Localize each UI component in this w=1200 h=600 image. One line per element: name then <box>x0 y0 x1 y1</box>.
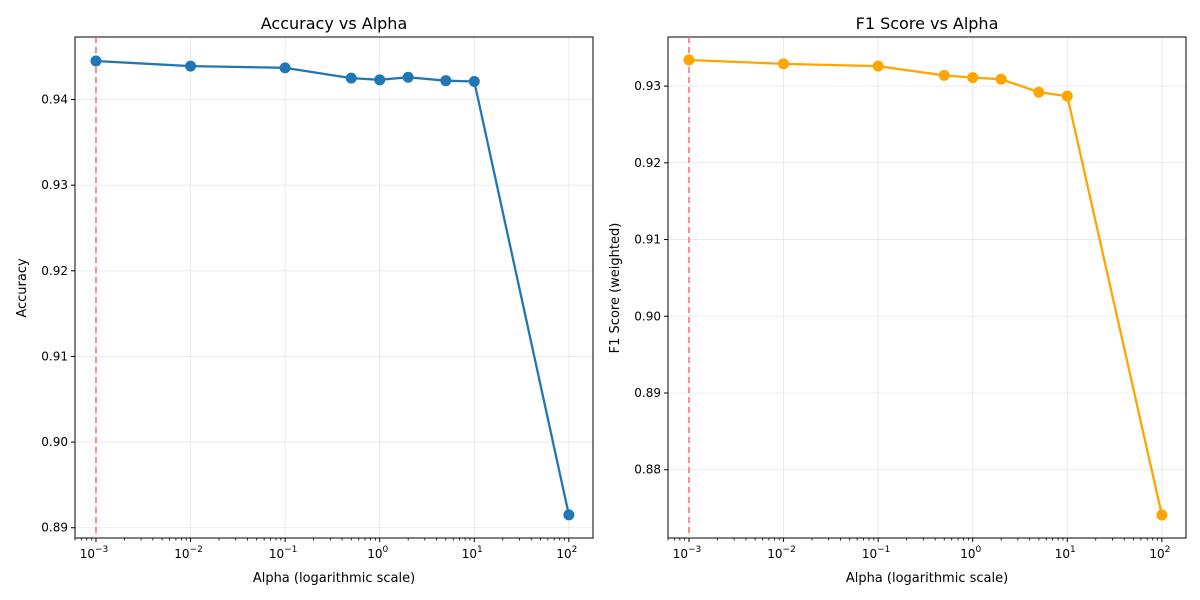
f1-data-point-7 <box>1061 90 1073 102</box>
f1-y-tick-label-5: 0.93 <box>634 79 661 93</box>
f1-x-tick-label-4: 101 <box>1055 545 1076 561</box>
f1-x-tick-label-1: 10−2 <box>767 545 796 561</box>
f1-data-point-0 <box>683 54 695 66</box>
accuracy-series-line <box>95 59 570 516</box>
accuracy-x-tick-label-5: 102 <box>556 545 577 561</box>
accuracy-x-tick-label-3: 100 <box>367 545 388 561</box>
accuracy-data-point-1 <box>185 60 197 72</box>
f1-chart-title: F1 Score vs Alpha <box>856 14 999 33</box>
f1-x-tick-label-5: 102 <box>1149 545 1170 561</box>
f1-y-tick-label-2: 0.90 <box>634 309 661 323</box>
f1-data-point-8 <box>1156 509 1168 521</box>
accuracy-x-tick-label-2: 10−1 <box>269 545 298 561</box>
f1-series-line <box>688 58 1163 516</box>
f1-x-tick-label-0: 10−3 <box>673 545 702 561</box>
accuracy-y-tick-label-2: 0.91 <box>41 349 68 363</box>
accuracy-data-point-5 <box>402 71 414 83</box>
f1-x-tick-label-2: 10−1 <box>862 545 891 561</box>
f1-axes-frame <box>667 36 1187 539</box>
accuracy-y-tick-label-1: 0.90 <box>41 435 68 449</box>
accuracy-y-tick-label-3: 0.92 <box>41 264 68 278</box>
accuracy-y-axis-label: Accuracy <box>15 258 30 318</box>
f1-data-point-3 <box>938 69 950 81</box>
accuracy-y-tick-label-4: 0.93 <box>41 178 68 192</box>
accuracy-data-point-8 <box>563 509 575 521</box>
accuracy-data-point-0 <box>90 55 102 67</box>
accuracy-chart-title: Accuracy vs Alpha <box>261 14 408 33</box>
f1-data-point-1 <box>778 58 790 70</box>
accuracy-y-tick-label-5: 0.94 <box>41 93 68 107</box>
f1-y-tick-label-1: 0.89 <box>634 386 661 400</box>
f1-y-tick-label-4: 0.92 <box>634 156 661 170</box>
f1-data-point-6 <box>1033 86 1045 98</box>
f1-x-axis-label: Alpha (logarithmic scale) <box>846 571 1008 586</box>
f1-data-point-2 <box>872 60 884 72</box>
f1-y-tick-label-0: 0.88 <box>634 463 661 477</box>
f1-y-axis-label: F1 Score (weighted) <box>608 223 623 354</box>
accuracy-axes-frame <box>74 36 594 539</box>
accuracy-chart: Accuracy vs Alpha Alpha (logarithmic sca… <box>15 14 594 586</box>
f1-y-tick-label-3: 0.91 <box>634 233 661 247</box>
accuracy-x-axis-label: Alpha (logarithmic scale) <box>253 571 415 586</box>
accuracy-data-point-3 <box>345 72 357 84</box>
f1-data-point-5 <box>995 73 1007 85</box>
accuracy-data-point-4 <box>374 74 386 86</box>
accuracy-x-tick-label-4: 101 <box>462 545 483 561</box>
accuracy-x-tick-label-1: 10−2 <box>174 545 203 561</box>
accuracy-x-tick-label-0: 10−3 <box>80 545 109 561</box>
accuracy-data-point-2 <box>279 62 291 74</box>
f1-x-tick-label-3: 100 <box>960 545 981 561</box>
accuracy-data-point-6 <box>440 75 452 87</box>
f1-score-chart: F1 Score vs Alpha Alpha (logarithmic sca… <box>608 14 1187 586</box>
f1-data-point-4 <box>967 72 979 84</box>
accuracy-y-tick-label-0: 0.89 <box>41 521 68 535</box>
accuracy-data-point-7 <box>468 76 480 88</box>
